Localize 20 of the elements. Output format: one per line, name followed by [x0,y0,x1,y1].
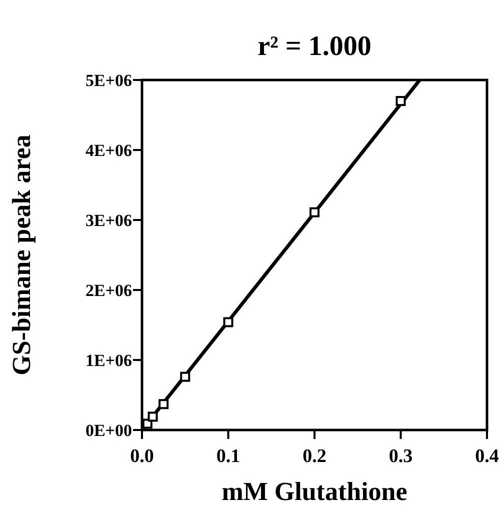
x-tick-label: 0.1 [216,446,240,467]
x-tick-label: 0.4 [475,446,500,467]
y-tick-label: 3E+06 [85,210,132,230]
x-axis-title: mM Glutathione [222,477,408,506]
point [180,372,190,382]
point [148,412,158,422]
y-tick-label: 2E+06 [85,280,132,300]
y-tick-label: 4E+06 [85,140,132,160]
y-tick-label: 1E+06 [85,350,132,370]
x-tick-label: 0.3 [388,446,413,467]
point [158,399,169,410]
y-tick-label: 0E+00 [85,420,132,440]
chart-title: r² = 1.000 [258,31,372,62]
y-tick-label: 5E+06 [85,70,132,90]
point [396,96,406,106]
point [310,207,320,218]
point [223,317,234,328]
x-tick-label: 0.0 [130,446,154,467]
y-axis-title: GS-bimane peak area [7,134,36,376]
x-tick-label: 0.2 [302,446,326,467]
